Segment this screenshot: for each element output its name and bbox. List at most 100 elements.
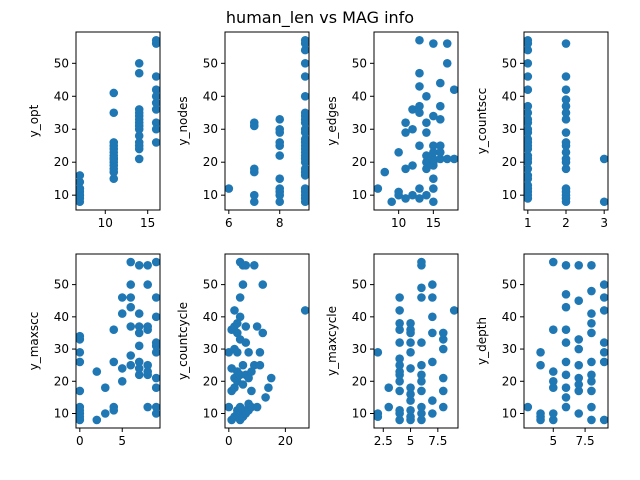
data-point [151, 98, 161, 108]
data-point [406, 318, 415, 328]
y-tick-label: 10 [54, 407, 69, 421]
data-point [429, 111, 438, 121]
y-tick-label: 20 [352, 155, 367, 169]
data-point [429, 141, 438, 151]
data-point [587, 376, 596, 386]
data-point [449, 154, 459, 164]
data-point [143, 280, 152, 289]
y-tick-label: 50 [352, 278, 367, 292]
y-tick-label: 50 [352, 56, 367, 70]
data-point [395, 354, 404, 364]
y-tick-label: 10 [54, 188, 69, 202]
data-point [249, 164, 259, 174]
data-point [428, 409, 437, 418]
y-tick-label: 20 [203, 155, 218, 169]
data-point [406, 347, 415, 357]
data-point [442, 154, 452, 164]
data-point [401, 194, 410, 203]
data-point [429, 184, 438, 193]
data-point [395, 338, 404, 347]
data-point [252, 402, 262, 412]
data-point [143, 367, 152, 376]
data-point [436, 148, 445, 157]
data-point [300, 45, 310, 55]
data-point [249, 260, 259, 270]
data-point [134, 357, 144, 367]
data-point [230, 383, 239, 393]
data-point [574, 409, 584, 418]
y-tick-label: 30 [54, 342, 69, 356]
y-tick-label: 10 [502, 407, 517, 421]
data-point [151, 91, 161, 101]
data-point [438, 402, 448, 412]
data-point [561, 164, 571, 174]
data-point [523, 108, 533, 118]
data-point [406, 383, 415, 393]
y-axis-label: y_maxscc [27, 312, 41, 371]
data-point [408, 161, 417, 170]
data-point [151, 409, 161, 418]
data-point [417, 415, 426, 425]
x-tick-label: 10 [391, 216, 406, 230]
y-tick-label: 40 [352, 310, 367, 324]
data-point [384, 383, 394, 393]
data-point [438, 328, 448, 338]
data-point [300, 108, 310, 118]
data-point [151, 72, 161, 81]
x-tick-label: 15 [426, 216, 441, 230]
data-point [75, 331, 85, 341]
y-tick-label: 40 [502, 310, 517, 324]
data-point [422, 151, 431, 160]
data-point [238, 380, 248, 389]
data-point [428, 293, 437, 302]
y-axis-label: y_depth [475, 317, 489, 365]
data-point [523, 115, 533, 124]
data-point [233, 347, 242, 357]
data-point [429, 39, 438, 48]
y-tick-label: 20 [203, 374, 218, 388]
axes-frame [224, 31, 310, 211]
x-tick-label: 6 [225, 216, 233, 230]
y-tick-label: 10 [352, 407, 367, 421]
data-point [394, 187, 403, 197]
data-point [436, 101, 445, 111]
data-point [561, 325, 571, 335]
data-point [417, 376, 426, 386]
data-point [438, 373, 448, 383]
data-point [134, 370, 144, 380]
data-point [401, 164, 410, 174]
y-tick-label: 50 [203, 278, 218, 292]
data-point [264, 383, 273, 393]
x-tick-label: 0 [76, 434, 84, 448]
data-point [548, 325, 558, 335]
data-point [417, 293, 426, 302]
y-tick-label: 30 [352, 122, 367, 136]
data-point [561, 39, 571, 48]
data-point [395, 325, 404, 335]
data-point [249, 197, 259, 207]
data-point [574, 296, 584, 306]
data-point [428, 280, 437, 289]
data-point [275, 184, 285, 193]
data-point [561, 289, 571, 299]
y-tick-label: 30 [203, 122, 218, 136]
data-point [561, 72, 571, 81]
y-tick-label: 40 [203, 310, 218, 324]
data-point [395, 318, 404, 328]
data-point [134, 309, 144, 318]
data-point [536, 347, 545, 357]
data-point [275, 151, 285, 160]
data-point [406, 325, 415, 335]
data-point [151, 105, 161, 114]
data-point [415, 194, 424, 203]
data-point [429, 154, 438, 164]
data-point [523, 402, 533, 412]
data-point [561, 393, 571, 402]
data-point [300, 124, 310, 134]
y-tick-label: 10 [203, 188, 218, 202]
y-axis-label: y_countscc [475, 88, 489, 154]
axes-frame [75, 253, 161, 429]
data-point [438, 344, 448, 354]
axes-frame [224, 253, 310, 429]
data-point [241, 322, 251, 331]
